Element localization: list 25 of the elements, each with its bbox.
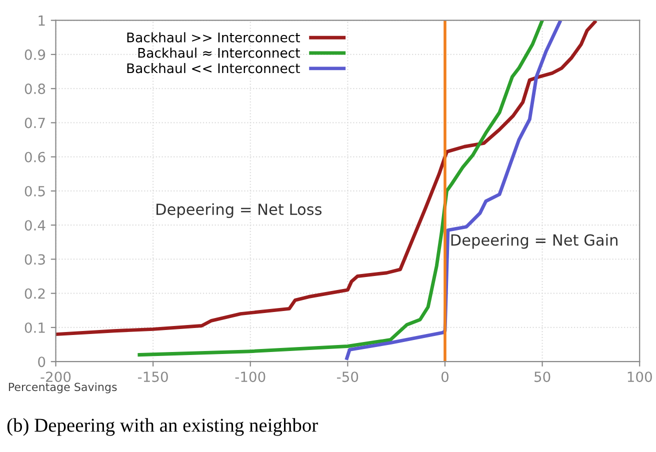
text: (b) Depeering with an existing neighbor <box>7 418 318 436</box>
y-tick-label: 0.5 <box>24 186 45 196</box>
y-tick-label: 0.8 <box>24 84 46 94</box>
annotation: Depeering = Net Loss <box>156 203 322 218</box>
legend-label: Backhaul ≈ Interconnect <box>138 48 300 58</box>
y-tick-label: 0.7 <box>24 118 45 128</box>
y-tick-label: 0.3 <box>24 254 45 265</box>
legend-label: Backhaul >> Interconnect <box>127 32 300 42</box>
x-tick-label: -200 <box>40 372 71 382</box>
y-tick-label: 0.6 <box>24 152 46 162</box>
x-tick-label: -50 <box>337 372 358 382</box>
x-tick-label: 100 <box>628 372 652 382</box>
y-tick-label: 0.2 <box>24 288 45 299</box>
x-tick-label: 50 <box>534 372 550 382</box>
y-tick-label: 1 <box>38 15 45 26</box>
y-tick-label: 0.9 <box>24 49 46 60</box>
y-tick-label: 0.4 <box>24 220 46 231</box>
x-tick-label: -150 <box>138 372 168 382</box>
y-tick-label: 0.1 <box>24 322 45 333</box>
x-tick-label: 0 <box>441 372 448 382</box>
y-tick-label: 0 <box>38 356 46 368</box>
x-tick-label: -100 <box>235 372 266 382</box>
legend-label: Backhaul << Interconnect <box>127 63 300 74</box>
annotation: Depeering = Net Gain <box>451 234 618 249</box>
x-axis-title: Percentage Savings <box>8 382 117 394</box>
